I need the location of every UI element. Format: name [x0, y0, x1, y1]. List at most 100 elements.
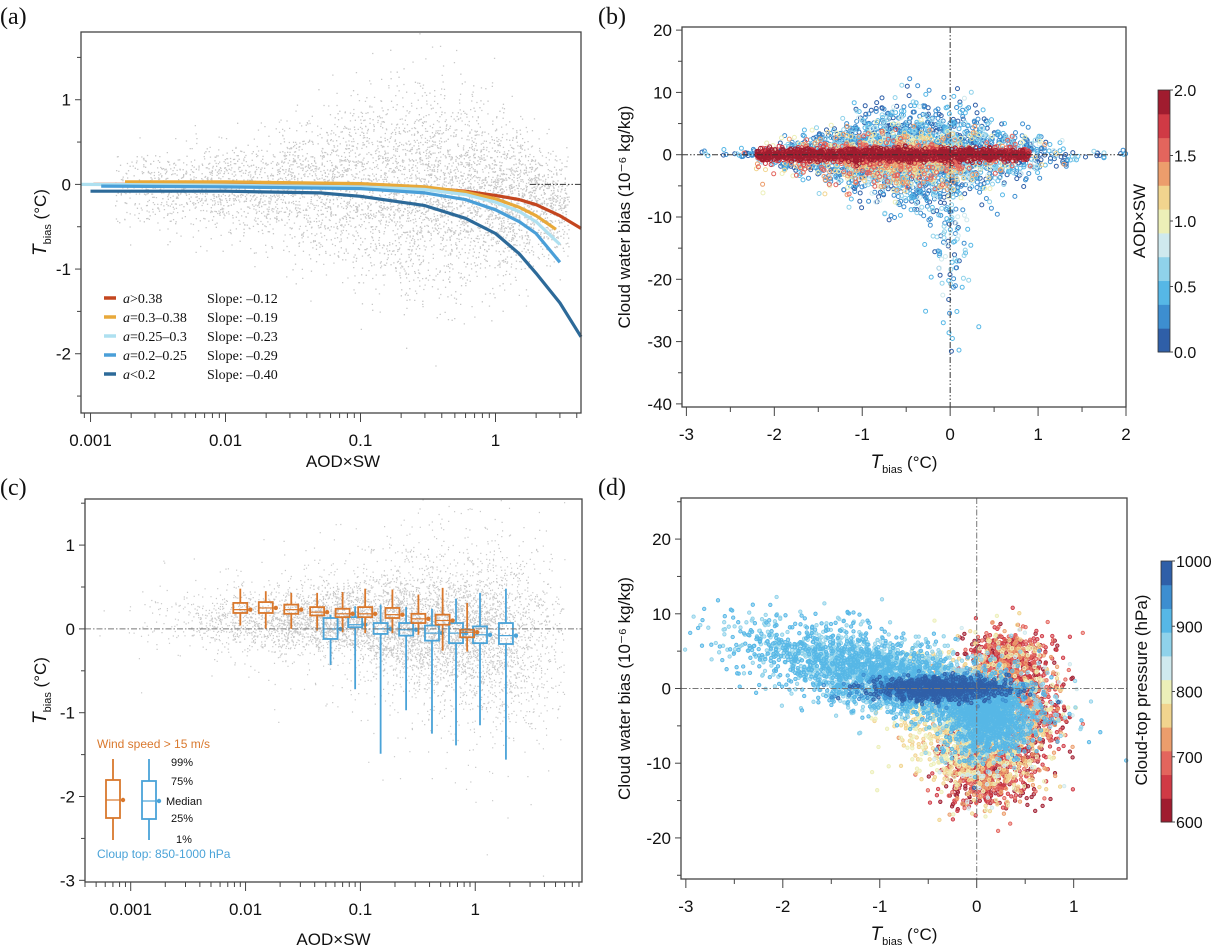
colorbar-segment	[1161, 798, 1172, 823]
legend-label: a<0.2	[123, 368, 155, 383]
c-frame	[84, 498, 583, 883]
mean-dot	[400, 612, 405, 617]
colorbar-tick-label: 1000	[1176, 554, 1212, 571]
boxplot	[472, 592, 493, 726]
b-xtick-label: 2	[1121, 425, 1130, 444]
a-xtick-label: 0.001	[69, 431, 112, 450]
fit-line	[125, 180, 557, 231]
boxplot	[283, 592, 304, 629]
mean-dot	[474, 630, 480, 635]
colorbar-tick-label: 0.5	[1174, 280, 1196, 297]
fit-line	[90, 189, 583, 338]
colorbar-segment	[1161, 679, 1172, 704]
legend-percentile-label: 75%	[171, 776, 193, 788]
c-xtick-label: 0.1	[349, 900, 373, 919]
b-y-axis-title: Cloud water bias (10⁻⁶ kg/kg)	[615, 106, 634, 329]
colorbar-segment	[1158, 113, 1170, 139]
scatter-point-group	[699, 83, 1124, 354]
a-y-axis-title: Tbias (°C)	[30, 189, 54, 256]
colorbar-segment	[1158, 161, 1170, 186]
a-fit-lines	[80, 180, 583, 338]
colorbar-segment	[1158, 90, 1170, 115]
legend-slope: Slope: –0.12	[207, 292, 278, 307]
d-xtick-label: 1	[1069, 897, 1078, 916]
boxplot	[459, 602, 480, 652]
d-x-axis-title: Tbias (°C)	[871, 924, 938, 948]
legend-label: a>0.38	[123, 292, 162, 307]
mean-dot	[487, 632, 493, 637]
colorbar-tick-label: 600	[1176, 815, 1203, 832]
mean-dot	[426, 616, 431, 622]
a-x-axis-title: AOD×SW	[306, 452, 380, 471]
mean-dot	[450, 618, 455, 623]
c-ytick-label: -2	[60, 788, 75, 807]
mean-dot	[248, 607, 253, 612]
a-xtick-label: 0.1	[349, 431, 373, 450]
box-iqr	[434, 613, 451, 626]
colorbar-tick-label: 1.5	[1174, 149, 1196, 166]
b-xtick-label: -2	[767, 425, 782, 444]
mean-dot	[273, 605, 278, 611]
b-xtick-label: -1	[855, 425, 870, 444]
b-ytick-label: -30	[647, 333, 672, 352]
b-ytick-label: 10	[653, 83, 672, 102]
colorbar-tick-label: 700	[1176, 750, 1203, 767]
legend-slope: Slope: –0.23	[207, 330, 278, 345]
legend-slope: Slope: –0.29	[207, 349, 278, 364]
a-xtick-label: 0.01	[209, 431, 242, 450]
colorbar-segment	[1161, 561, 1172, 586]
d-ytick-label: -10	[646, 754, 671, 773]
legend-label: a=0.2–0.25	[123, 349, 187, 364]
mean-dot	[120, 797, 126, 803]
colorbar-tick-label: 900	[1176, 619, 1203, 636]
b-scatter-points	[699, 76, 1129, 354]
b-xtick-label: -3	[679, 425, 694, 444]
mean-dot	[299, 607, 304, 612]
d-ytick-label: 20	[652, 530, 671, 549]
panel-label-b: (b)	[598, 4, 626, 30]
colorbar-segment	[1161, 774, 1172, 799]
colorbar-segment	[1158, 185, 1170, 210]
box-iqr	[334, 607, 351, 619]
c-xtick-label: 0.01	[229, 900, 262, 919]
box-iqr	[309, 606, 326, 617]
b-ytick-label: 0	[663, 146, 672, 165]
legend-label: a=0.3–0.38	[123, 311, 187, 326]
b-ytick-label: 20	[653, 21, 672, 40]
boxplot	[309, 592, 330, 631]
a-ytick-label: 0	[62, 175, 71, 194]
colorbar-title: Cloud-top pressure (hPa)	[1132, 595, 1151, 786]
mean-dot	[463, 630, 469, 636]
legend-slope: Slope: –0.40	[207, 368, 278, 383]
colorbar-tick-label: 0.0	[1174, 345, 1196, 362]
colorbar-segment	[1158, 256, 1170, 282]
boxplot	[232, 588, 253, 626]
boxplot	[498, 588, 519, 760]
box-iqr	[141, 780, 157, 820]
b-colorbar: 0.0 0.5 1.0 1.5 2.0 AOD×SW	[1130, 83, 1196, 362]
a-legend: a>0.38 Slope: –0.12 a=0.3–0.38 Slope: –0.19…	[104, 292, 278, 383]
c-legend: Wind speed > 15 m/s 99% 75% Median 25% 1%Clou…	[97, 737, 231, 861]
scatter-point-group	[836, 671, 1061, 790]
c-y-axis-title: Tbias (°C)	[30, 657, 54, 724]
a-axes: -2 -1 0 1 0.001 0.01 0.1 1 Tbias (°C) AOD×SW	[30, 31, 582, 471]
boxplot	[357, 588, 378, 634]
b-xtick-label: 1	[1033, 425, 1042, 444]
b-ytick-label: -20	[647, 270, 672, 289]
background-points	[99, 499, 566, 877]
a-ytick-label: -1	[56, 260, 71, 279]
d-xtick-label: -1	[872, 897, 887, 916]
box-iqr	[105, 779, 121, 819]
a-ytick-label: 1	[62, 91, 71, 110]
d-y-axis-title: Cloud water bias (10⁻⁶ kg/kg)	[615, 577, 634, 800]
b-ytick-label: -40	[647, 395, 672, 414]
d-ytick-label: -20	[646, 829, 671, 848]
a-xtick-label: 1	[491, 431, 500, 450]
c-ytick-label: 0	[66, 620, 75, 639]
box-iqr	[357, 606, 374, 619]
d-ytick-label: 0	[662, 680, 671, 699]
